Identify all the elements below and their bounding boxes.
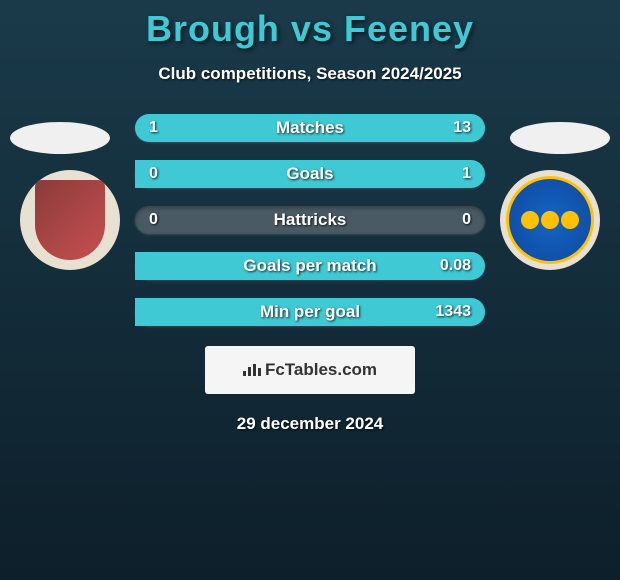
stat-value-right: 1343: [435, 298, 471, 326]
stat-value-right: 0: [462, 206, 471, 234]
stat-row: 1Matches13: [135, 114, 485, 142]
date-label: 29 december 2024: [0, 414, 620, 434]
stats-container: 1Matches130Goals10Hattricks0Goals per ma…: [0, 114, 620, 434]
stat-label: Goals per match: [135, 252, 485, 280]
stat-value-right: 1: [462, 160, 471, 188]
stat-label: Hattricks: [135, 206, 485, 234]
subtitle: Club competitions, Season 2024/2025: [0, 64, 620, 84]
stat-label: Matches: [135, 114, 485, 142]
chart-icon: [243, 362, 261, 379]
stat-value-right: 0.08: [440, 252, 471, 280]
stat-row: Goals per match0.08: [135, 252, 485, 280]
watermark-text: FcTables.com: [265, 360, 377, 380]
stat-row: 0Hattricks0: [135, 206, 485, 234]
stat-row: Min per goal1343: [135, 298, 485, 326]
stat-value-right: 13: [453, 114, 471, 142]
stat-row: 0Goals1: [135, 160, 485, 188]
stat-label: Goals: [135, 160, 485, 188]
page-title: Brough vs Feeney: [0, 0, 620, 50]
stat-label: Min per goal: [135, 298, 485, 326]
watermark: FcTables.com: [205, 346, 415, 394]
